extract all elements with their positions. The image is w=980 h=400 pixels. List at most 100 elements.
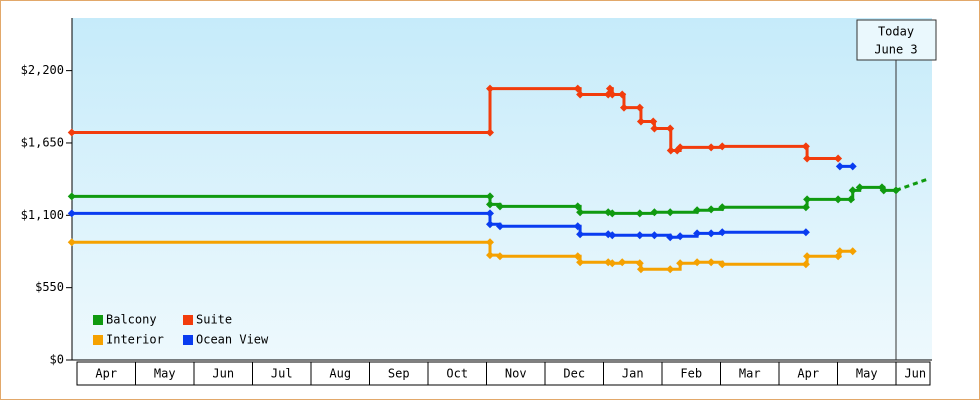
x-tick-label: Jul <box>271 367 293 381</box>
x-tick-label: May <box>856 367 878 381</box>
legend-swatch <box>93 335 103 345</box>
point <box>635 209 644 218</box>
x-tick-label: Jun <box>212 367 234 381</box>
legend-label: Balcony <box>106 313 157 327</box>
x-tick-label: Jun <box>904 367 926 381</box>
point <box>573 222 582 231</box>
x-tick-label: Mar <box>739 367 761 381</box>
point <box>707 143 716 152</box>
point <box>718 260 727 269</box>
x-tick-label: Dec <box>563 367 585 381</box>
point <box>718 228 727 237</box>
point <box>835 162 844 171</box>
x-tick-label: Jan <box>622 367 644 381</box>
y-tick-label: $1,100 <box>21 208 64 222</box>
point <box>650 124 659 133</box>
point <box>666 208 675 217</box>
legend-swatch <box>183 315 193 325</box>
point <box>666 146 675 155</box>
point <box>67 192 76 201</box>
point <box>801 228 810 237</box>
plot-area <box>72 18 932 360</box>
point <box>635 259 644 268</box>
y-tick-label: $0 <box>50 353 64 367</box>
point <box>834 154 843 163</box>
point <box>848 186 857 195</box>
point <box>608 231 617 240</box>
legend-swatch <box>183 335 193 345</box>
point <box>693 206 702 215</box>
month-strip <box>76 361 931 386</box>
point <box>848 162 857 171</box>
point <box>573 252 582 261</box>
x-tick-label: Feb <box>680 367 702 381</box>
point <box>676 143 685 152</box>
point <box>608 209 617 218</box>
point <box>855 183 864 192</box>
point <box>495 202 504 211</box>
point <box>676 232 685 241</box>
x-tick-label: Aug <box>329 367 351 381</box>
point <box>573 202 582 211</box>
today-date: June 3 <box>874 43 917 57</box>
point <box>693 229 702 238</box>
point <box>576 90 585 99</box>
point <box>495 222 504 231</box>
point <box>635 103 644 112</box>
point <box>486 220 495 229</box>
legend-swatch <box>93 315 103 325</box>
point <box>693 258 702 267</box>
point <box>879 186 888 195</box>
point <box>608 90 617 99</box>
point <box>486 238 495 247</box>
point <box>604 90 613 99</box>
point <box>486 84 495 93</box>
point <box>486 251 495 260</box>
legend-label: Suite <box>196 313 232 327</box>
point <box>486 192 495 201</box>
x-tick-label: Sep <box>388 367 410 381</box>
point <box>803 252 812 261</box>
y-tick-label: $2,200 <box>21 63 64 77</box>
point <box>495 252 504 261</box>
point <box>619 103 628 112</box>
point <box>676 259 685 268</box>
point <box>801 142 810 151</box>
point <box>576 230 585 239</box>
point <box>803 154 812 163</box>
point <box>486 128 495 137</box>
point <box>707 258 716 267</box>
y-tick-label: $1,650 <box>21 135 64 149</box>
x-tick-label: Apr <box>797 367 819 381</box>
point <box>801 260 810 269</box>
x-tick-label: Oct <box>446 367 468 381</box>
point <box>835 247 844 256</box>
point <box>650 208 659 217</box>
point <box>650 231 659 240</box>
point <box>636 265 645 274</box>
point <box>486 209 495 218</box>
point <box>666 265 675 274</box>
today-box <box>856 19 937 61</box>
point <box>707 205 716 214</box>
legend-label: Ocean View <box>196 333 269 347</box>
point <box>573 84 582 93</box>
point <box>801 203 810 212</box>
point <box>618 258 627 267</box>
point <box>846 195 855 204</box>
point <box>618 90 627 99</box>
point <box>666 124 675 133</box>
point <box>576 258 585 267</box>
point <box>666 233 675 242</box>
today-label: Today <box>878 25 914 39</box>
point <box>608 259 617 268</box>
point <box>67 238 76 247</box>
point <box>834 195 843 204</box>
point <box>848 247 857 256</box>
y-tick-label: $550 <box>35 280 64 294</box>
point <box>803 195 812 204</box>
point <box>635 231 644 240</box>
x-tick-label: May <box>154 367 176 381</box>
projection-line <box>895 176 931 192</box>
point <box>605 84 614 93</box>
